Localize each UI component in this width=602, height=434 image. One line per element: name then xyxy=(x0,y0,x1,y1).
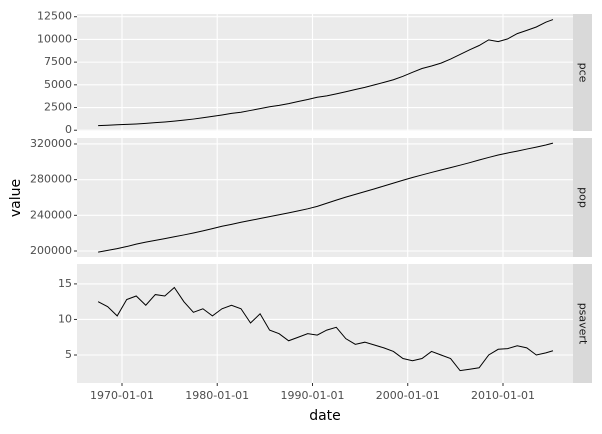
y-tick-label: 10000 xyxy=(37,32,72,45)
x-tick-label: 2010-01-01 xyxy=(471,389,535,402)
y-tick-label: 12500 xyxy=(37,10,72,23)
y-tick-label: 10 xyxy=(58,312,72,325)
panel-background xyxy=(77,264,573,383)
data-line xyxy=(98,19,554,127)
strip-background xyxy=(573,264,592,383)
y-axis-title: value xyxy=(8,179,24,217)
x-axis-title: date xyxy=(309,408,341,424)
x-tick-label: 1990-01-01 xyxy=(281,389,345,402)
strip-background xyxy=(573,14,592,131)
data-line xyxy=(98,142,554,253)
y-tick-label: 320000 xyxy=(30,137,72,150)
y-tick-label: 5000 xyxy=(44,78,72,91)
y-tick-label: 0 xyxy=(65,123,72,136)
x-tick-label: 1980-01-01 xyxy=(185,389,249,402)
y-tick-label: 240000 xyxy=(30,208,72,221)
x-tick-label: 2000-01-01 xyxy=(376,389,440,402)
y-tick-label: 7500 xyxy=(44,55,72,68)
y-tick-label: 2500 xyxy=(44,101,72,114)
strip-label: pce xyxy=(577,63,590,83)
panel-background xyxy=(77,138,573,257)
y-tick-label: 15 xyxy=(58,277,72,290)
strip-label: psavert xyxy=(577,303,590,345)
y-tick-label: 280000 xyxy=(30,173,72,186)
strip-label: pop xyxy=(577,187,590,208)
x-tick-label: 1970-01-01 xyxy=(90,389,154,402)
data-line xyxy=(97,286,554,372)
panel-background xyxy=(77,14,573,131)
y-tick-label: 200000 xyxy=(30,244,72,257)
strip-background xyxy=(573,138,592,257)
y-tick-label: 5 xyxy=(65,348,72,361)
